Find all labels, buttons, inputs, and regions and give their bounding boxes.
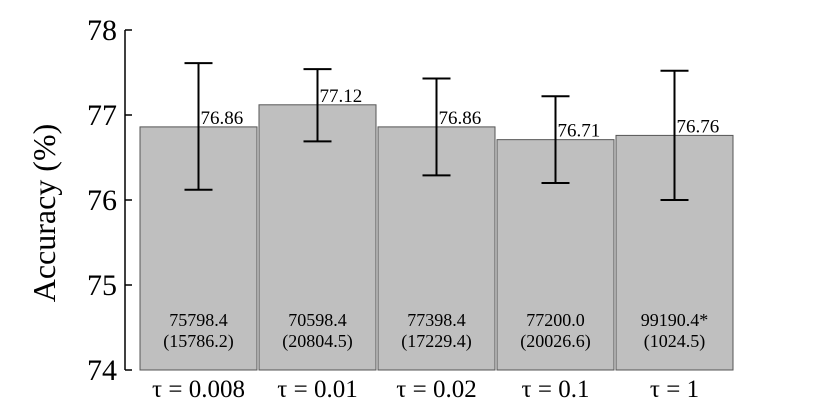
x-tick-label: τ = 0.01 [277,376,357,403]
data-label: 77.12 [320,86,363,107]
y-tick-label: 77 [87,99,117,132]
bars-group [139,104,734,371]
y-ticks-group: 74 75 76 77 78 [87,14,132,387]
bar-annotation-value: 75798.4 [169,310,228,330]
bar-annotation-std: (17229.4) [401,331,472,352]
x-tick-label: τ = 0.008 [152,376,245,403]
data-label: 76.86 [201,108,244,129]
bar-annotation-value: 70598.4 [288,310,347,330]
x-labels-group: τ = 0.008 τ = 0.01 τ = 0.02 τ = 0.1 τ = 1 [152,376,699,403]
bar-annotation-std: (20804.5) [282,331,353,352]
bar-annotation-std: (20026.6) [520,331,591,352]
value-labels-group: 76.86 77.12 76.86 76.71 76.76 [201,86,720,142]
data-label: 76.86 [439,108,482,129]
bar-annotation-std: (15786.2) [163,331,234,352]
x-tick-label: τ = 0.1 [522,376,590,403]
bar-annotation-value: 77200.0 [526,310,585,330]
bar-annotation-value: 99190.4* [641,310,709,330]
in-bar-annotations-group: 75798.4(15786.2)70598.4(20804.5)77398.4(… [163,310,708,352]
y-tick-label: 76 [87,184,117,217]
bar [258,104,377,371]
y-axis-label: Accuracy (%) [26,124,62,303]
bar-annotation-std: (1024.5) [644,331,706,352]
y-tick-label: 74 [87,354,117,387]
x-tick-label: τ = 1 [650,376,699,403]
y-tick-label: 78 [87,14,117,47]
data-label: 76.76 [677,116,720,137]
x-tick-label: τ = 0.02 [396,376,476,403]
bar-annotation-value: 77398.4 [407,310,466,330]
error-bars-group [184,62,689,201]
y-tick-label: 75 [87,269,117,302]
data-label: 76.71 [558,121,601,142]
